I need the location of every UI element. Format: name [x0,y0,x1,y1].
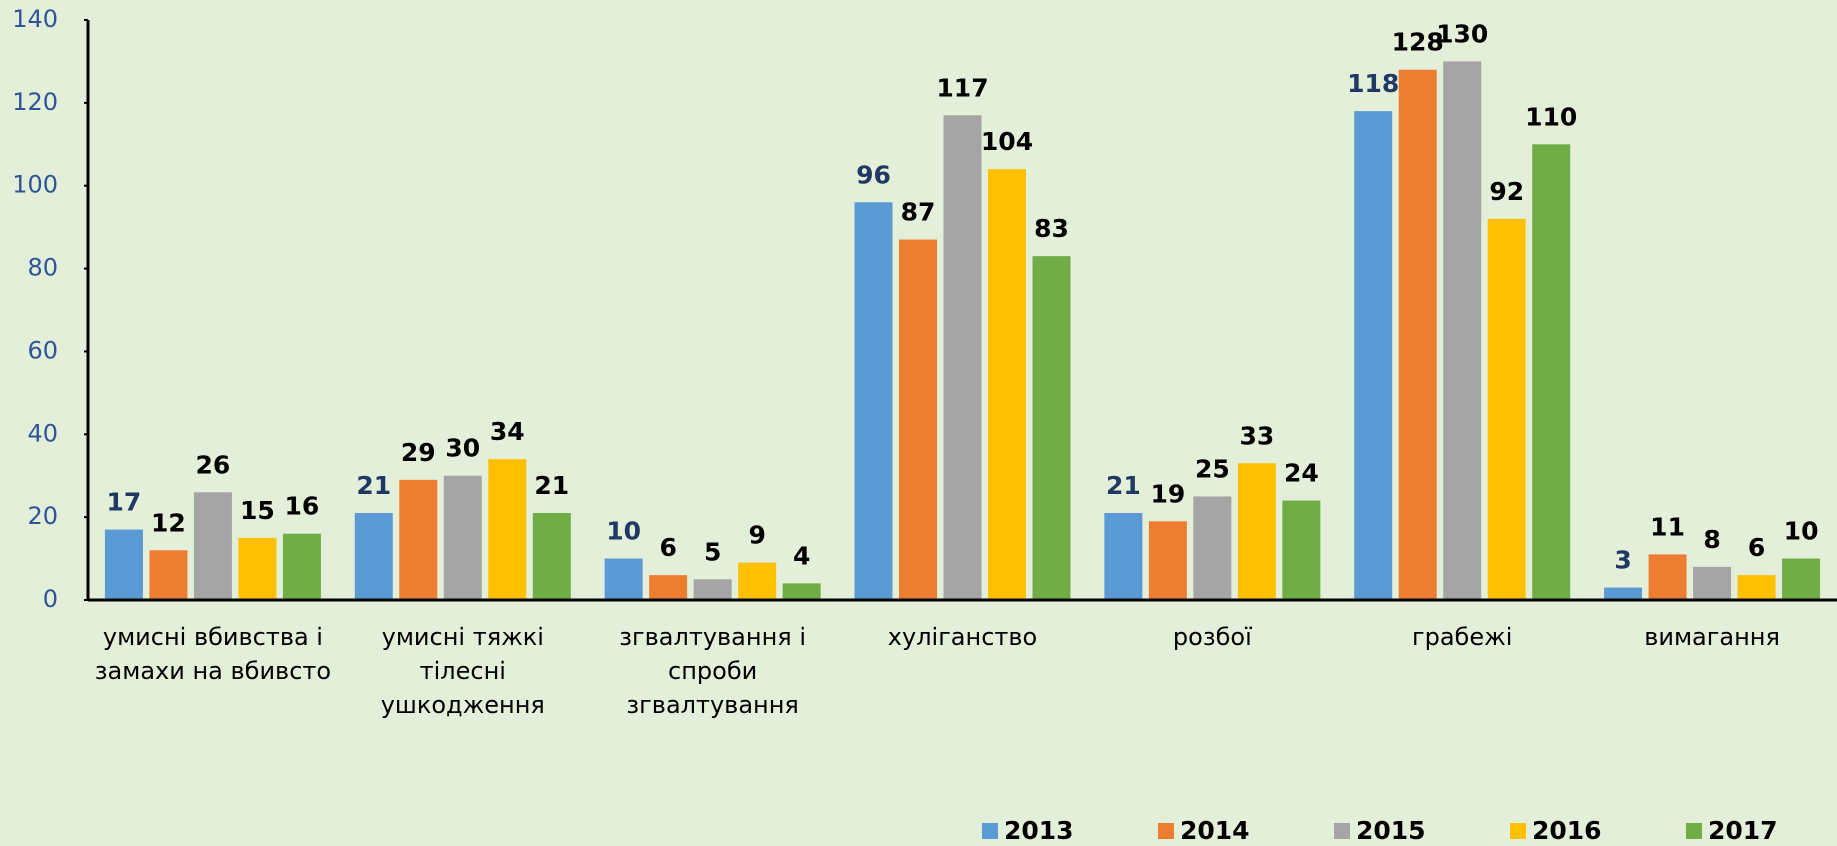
bar [988,169,1026,600]
data-label: 104 [981,127,1033,156]
data-label: 9 [748,521,765,550]
legend-label: 2015 [1356,816,1426,845]
x-tick-label: вимагання [1644,623,1780,651]
y-tick-label: 100 [12,171,58,199]
bar [1354,111,1393,601]
data-label: 6 [659,533,676,562]
legend-label: 2016 [1532,816,1602,845]
data-label: 6 [1748,533,1765,562]
x-tick-label: згвалтування і спроби згвалтування [619,623,806,719]
data-label: 87 [901,198,936,227]
bar [1148,521,1187,600]
data-label: 10 [1784,517,1819,546]
bar [1104,513,1143,600]
bar [443,475,482,600]
data-label: 10 [606,517,641,546]
data-label: 12 [151,508,186,537]
bar [1737,575,1776,600]
y-tick-label: 120 [12,88,58,116]
bar [104,529,143,600]
data-label: 29 [401,438,436,467]
y-tick-label: 80 [27,254,58,282]
legend-swatch [1510,823,1526,839]
y-tick-label: 140 [12,5,58,33]
data-label: 4 [793,541,810,570]
bar [238,537,277,600]
data-label: 17 [107,488,142,517]
bar [193,492,232,600]
bar [1782,558,1821,600]
bar [1532,144,1571,601]
bar [282,533,321,600]
data-label: 21 [356,471,391,500]
data-label: 25 [1195,454,1230,483]
bar [899,239,937,601]
x-tick-label: розбої [1172,623,1252,651]
data-label: 34 [490,417,525,446]
bar [149,550,188,600]
data-label: 110 [1525,102,1577,131]
data-label: 19 [1150,479,1185,508]
legend-label: 2013 [1004,816,1074,845]
x-tick-label: хуліганство [887,623,1038,651]
data-label: 3 [1614,546,1631,575]
legend-swatch [1158,823,1174,839]
data-label: 24 [1284,459,1319,488]
x-tick-label: грабежі [1412,623,1513,651]
data-label: 11 [1650,512,1685,541]
data-label: 92 [1489,177,1524,206]
y-tick-label: 60 [27,336,58,364]
bar [1648,554,1687,600]
y-tick-label: 40 [27,419,58,447]
data-label: 30 [445,434,480,463]
bar [1032,256,1071,600]
data-label: 15 [240,496,275,525]
bar [1398,69,1437,600]
data-label: 130 [1436,19,1488,48]
bar [532,513,571,600]
bar [1282,500,1321,600]
data-label: 21 [1106,471,1141,500]
legend-swatch [1334,823,1350,839]
bar [738,562,777,600]
data-label: 8 [1703,525,1720,554]
bar [1693,566,1732,600]
legend-label: 2017 [1708,816,1778,845]
bar [1443,61,1482,600]
bar [1487,218,1526,600]
legend-swatch [982,823,998,839]
y-tick-label: 0 [43,585,58,613]
x-tick-label: умисні вбивства і замахи на вбивсто [94,623,332,685]
data-label: 128 [1392,28,1444,57]
legend-label: 2014 [1180,816,1250,845]
data-label: 118 [1347,69,1399,98]
bar [854,202,893,601]
bar [693,579,732,600]
bar [1193,496,1232,600]
bar [649,575,688,600]
y-tick-label: 20 [27,502,58,530]
data-label: 16 [285,492,320,521]
bar [488,459,527,600]
bar [354,513,393,600]
bar [1604,587,1643,600]
data-label: 83 [1034,214,1069,243]
bar [943,115,982,601]
bar [782,583,821,600]
data-label: 117 [936,73,988,102]
bar [1237,463,1276,600]
data-label: 5 [704,537,721,566]
data-label: 33 [1239,421,1274,450]
data-label: 21 [534,471,569,500]
bar [399,479,438,600]
data-label: 96 [856,160,891,189]
data-label: 26 [196,450,231,479]
x-tick-label: умисні тяжкі тілесні ушкодження [380,623,545,719]
legend-swatch [1686,823,1702,839]
bar [604,558,643,600]
